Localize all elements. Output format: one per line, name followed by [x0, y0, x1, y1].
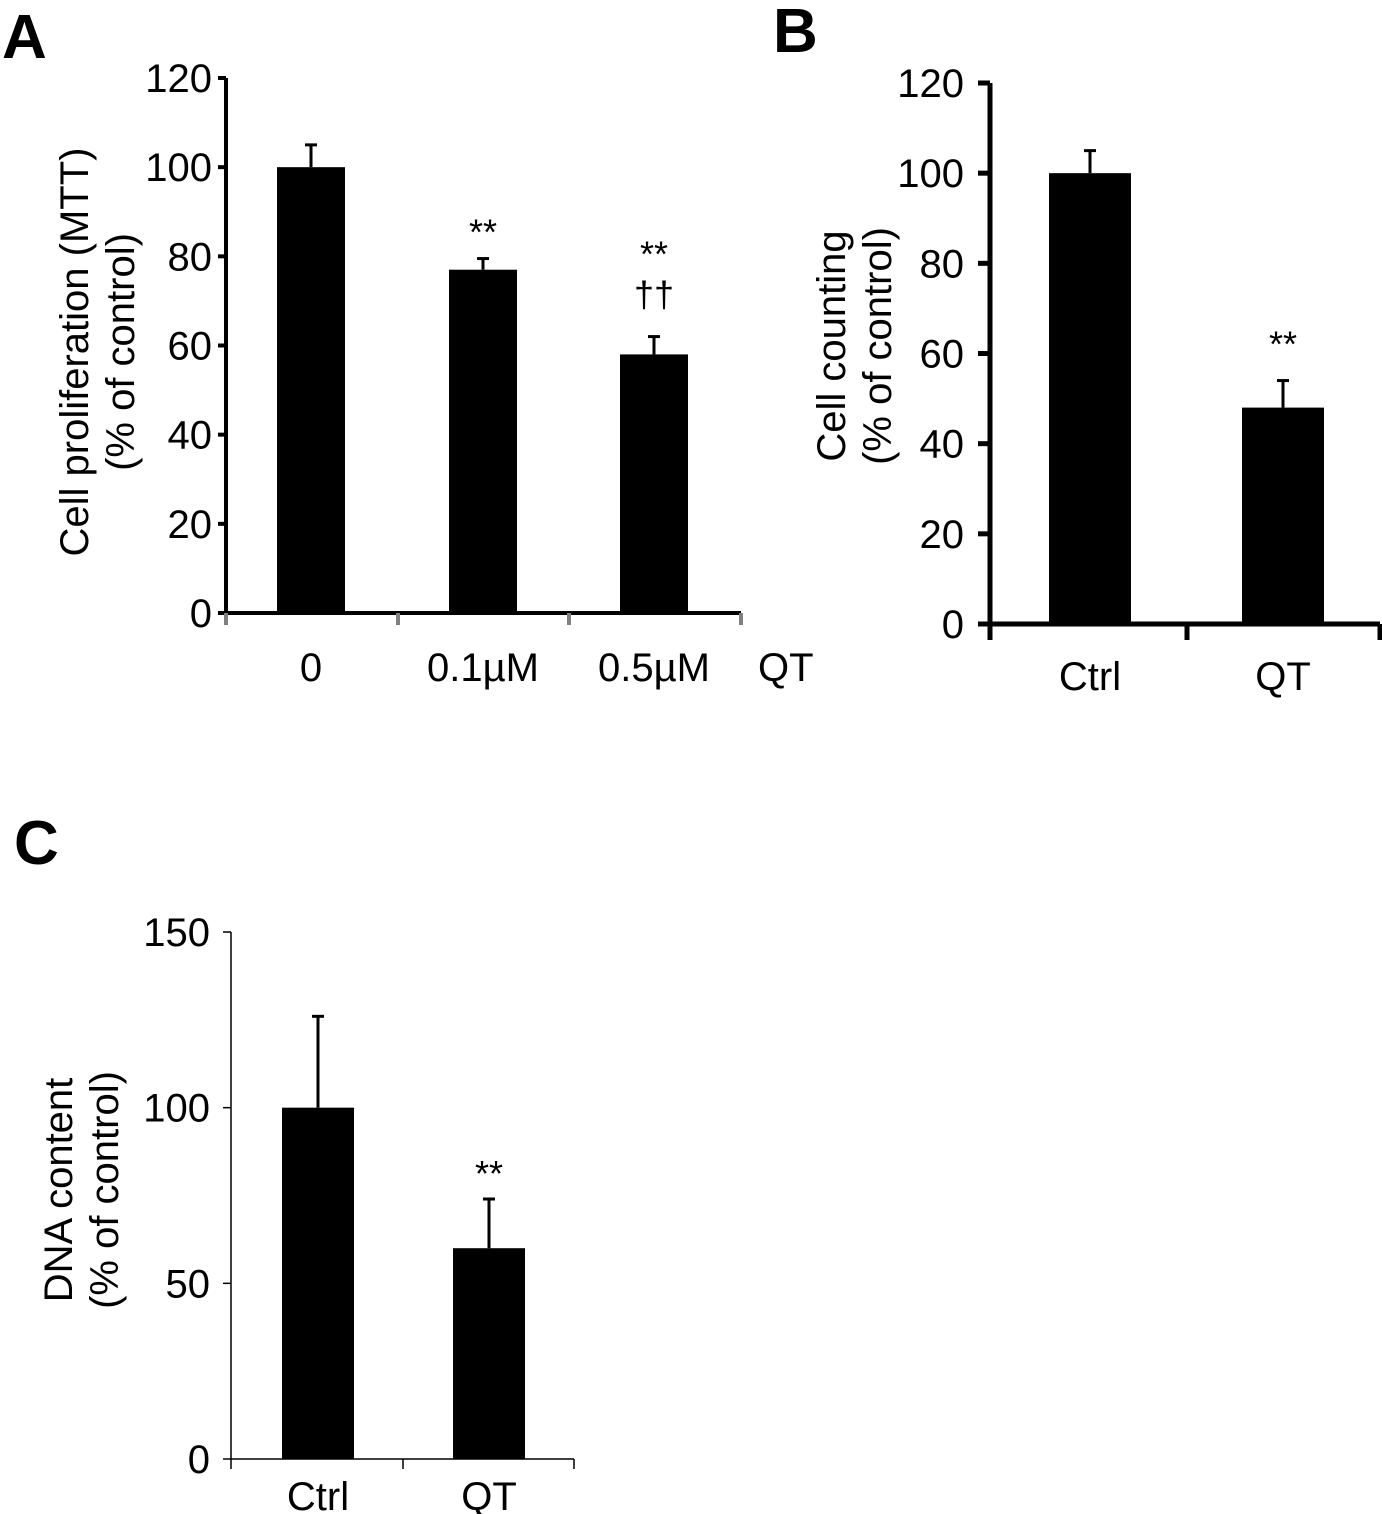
panel-a-bar — [449, 269, 517, 613]
panel-a-y-tick-label: 80 — [168, 235, 213, 279]
panel-c-y-tick-label: 100 — [143, 1087, 210, 1131]
panel-b-y-tick-label: 0 — [942, 603, 964, 647]
panel-a-significance-mark: ** — [469, 212, 497, 253]
panel-b-x-tick-label: Ctrl — [1059, 655, 1121, 699]
panel-b-y-tick-label: 20 — [920, 513, 965, 557]
panel-b-y-tick-label: 100 — [897, 152, 964, 196]
panel-b-bar — [1242, 407, 1324, 624]
panel-c-y-tick-label: 150 — [143, 911, 210, 955]
panel-a-y-tick-label: 20 — [168, 503, 213, 547]
panel-b-letter: B — [773, 0, 818, 66]
panel-b-y-axis-title-line2: (% of control) — [856, 227, 900, 465]
panel-b-y-tick-label: 80 — [920, 242, 965, 286]
panel-b-x-tick-label: QT — [1255, 655, 1311, 699]
panel-b-y-tick-label: 60 — [920, 333, 965, 377]
panel-c-x-tick-label: QT — [461, 1475, 517, 1514]
panel-a-significance-mark: †† — [634, 274, 674, 315]
panel-a-y-tick-label: 100 — [145, 146, 212, 190]
panel-c-significance-mark: ** — [475, 1153, 503, 1194]
panel-b-y-axis-title: Cell counting (% of control) — [810, 227, 900, 465]
panel-a-x-axis-title: QT — [758, 646, 814, 690]
panel-a-y-tick-label: 60 — [168, 325, 213, 369]
panel-b-chart: B Cell counting (% of control) 0 20 40 60 80… — [773, 0, 1382, 699]
panel-c-bar — [453, 1248, 525, 1459]
panel-a-letter: A — [2, 3, 47, 72]
panel-b-y-axis-title-line1: Cell counting — [810, 230, 854, 461]
panel-a-x-tick-label: 0 — [300, 646, 322, 690]
panel-a-y-tick-label: 120 — [145, 57, 212, 101]
panel-b-bar — [1049, 173, 1131, 624]
panel-b-y-tick-label: 40 — [920, 423, 965, 467]
panel-a-y-axis-title: Cell proliferation (MTT) (% of control) — [53, 148, 143, 557]
panel-c-y-tick-label: 0 — [188, 1438, 210, 1482]
panel-b-y-tick-label: 120 — [897, 62, 964, 106]
panel-c-y-tick-label: 50 — [166, 1262, 211, 1306]
panel-a-y-axis-title-line1: Cell proliferation (MTT) — [53, 148, 97, 557]
panel-b-significance-mark: ** — [1269, 324, 1297, 365]
panel-c-x-tick-label: Ctrl — [287, 1475, 349, 1514]
panel-a-bar — [620, 354, 688, 613]
panel-c-y-axis-title-line1: DNA content — [37, 1078, 81, 1303]
panel-c-bar — [282, 1107, 354, 1459]
panel-a-y-tick-label: 0 — [190, 592, 212, 636]
panel-c-y-axis-title: DNA content (% of control) — [37, 1071, 127, 1309]
panel-a-x-tick-label: 0.1µM — [427, 646, 539, 690]
panel-a-y-axis-title-line2: (% of control) — [99, 233, 143, 471]
panel-a-significance-mark: ** — [640, 234, 668, 275]
panel-a-x-tick-label: 0.5µM — [598, 646, 710, 690]
panel-c-y-axis-title-line2: (% of control) — [83, 1071, 127, 1309]
panel-a-y-tick-label: 40 — [168, 414, 213, 458]
panel-c-chart: C DNA content (% of control) 0 50 100 150 Ct… — [14, 809, 575, 1514]
panel-a-bar — [277, 167, 345, 613]
panel-c-letter: C — [14, 809, 59, 878]
panel-a-chart: A Cell proliferation (MTT) (% of control… — [2, 3, 814, 690]
